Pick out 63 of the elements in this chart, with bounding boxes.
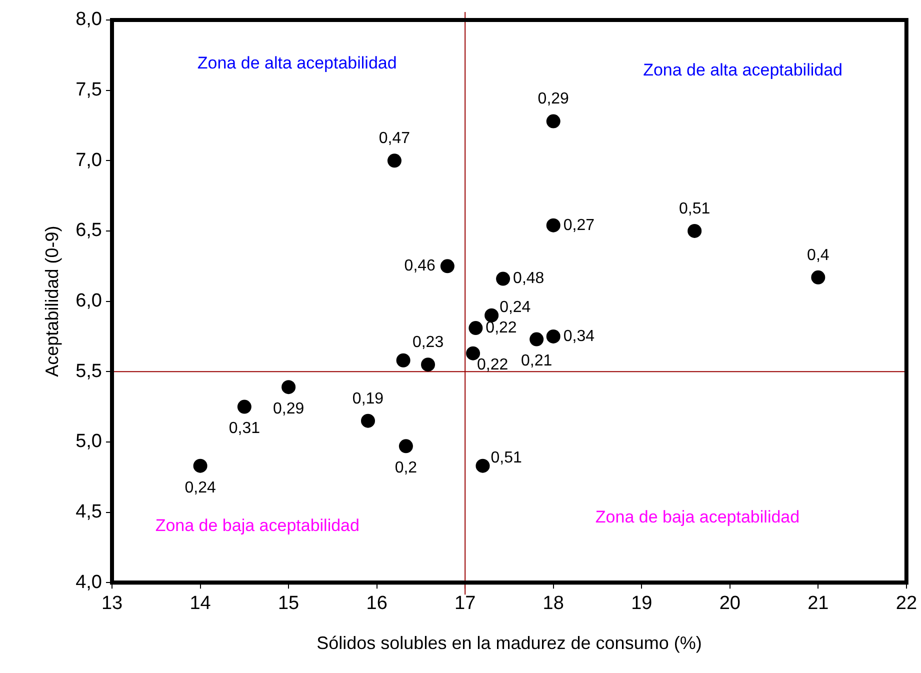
y-tick-label: 4,5 [76,502,102,523]
point [468,321,483,336]
point [360,414,375,428]
point [811,270,826,284]
annotation: 0,27 [563,216,595,234]
x-tick-label: 14 [190,593,212,614]
x-tick-label: 16 [366,593,388,614]
annotation: 0,47 [378,130,410,148]
y-tick-label: 4,0 [76,572,102,593]
annotation: 0,2 [394,460,418,477]
x-tick-label: 18 [542,593,564,614]
annotation: 0,34 [563,328,595,345]
x-axis-title: Sólidos solubles en la madurez de consumo (%) [316,633,702,654]
point [396,353,410,368]
annotation: 0,24 [184,479,216,496]
annotation: 0,51 [490,449,522,466]
annotation: 0,21 [521,352,552,370]
annotation: 0,29 [538,90,570,108]
point [546,329,560,344]
x-tick-label: 13 [101,593,123,614]
annotation: 0,23 [412,334,444,351]
annotation: 0,4 [807,246,830,264]
point [546,218,560,232]
x-tick-label: 21 [808,593,829,614]
point [440,259,454,274]
point [237,400,252,414]
point [476,458,490,473]
point [546,114,560,128]
point [387,154,402,168]
annotation: 0,31 [228,420,260,438]
point [484,308,499,322]
annotation: 0,51 [679,200,710,218]
y-tick-label: 7,0 [76,150,102,171]
y-tick-label: 8,0 [76,9,102,30]
x-tick-label: 19 [631,593,652,614]
annotation: 0,29 [272,400,304,418]
y-axis-title: Aceptabilidad (0-9) [42,226,62,377]
y-tick-label: 7,5 [76,80,102,101]
y-tick-label: 6,0 [76,290,102,312]
annotation: Zona de baja aceptabilidad [155,516,360,536]
x-tick-label: 20 [719,593,740,614]
point [530,332,544,346]
point [496,272,510,286]
point [398,439,413,454]
x-tick-label: 17 [454,593,476,614]
y-tick-label: 6,5 [76,220,102,242]
annotation: Zona de alta aceptabilidad [643,60,842,80]
annotation: 0,19 [352,390,384,408]
annotation: 0,22 [477,356,508,374]
y-tick-label: 5,0 [76,431,102,452]
point [193,458,208,473]
annotation: 0,46 [404,258,436,275]
annotation: Zona de baja aceptabilidad [595,508,800,527]
annotation: Zona de alta aceptabilidad [197,54,397,73]
x-tick-label: 22 [896,593,918,614]
y-tick-label: 5,5 [76,360,102,382]
annotation: 0,24 [500,298,531,316]
point [421,358,436,372]
point [282,380,296,394]
annotation: 0,48 [513,270,544,288]
annotation: 0,22 [486,319,517,336]
point [688,224,702,238]
x-tick-label: 15 [278,593,300,614]
